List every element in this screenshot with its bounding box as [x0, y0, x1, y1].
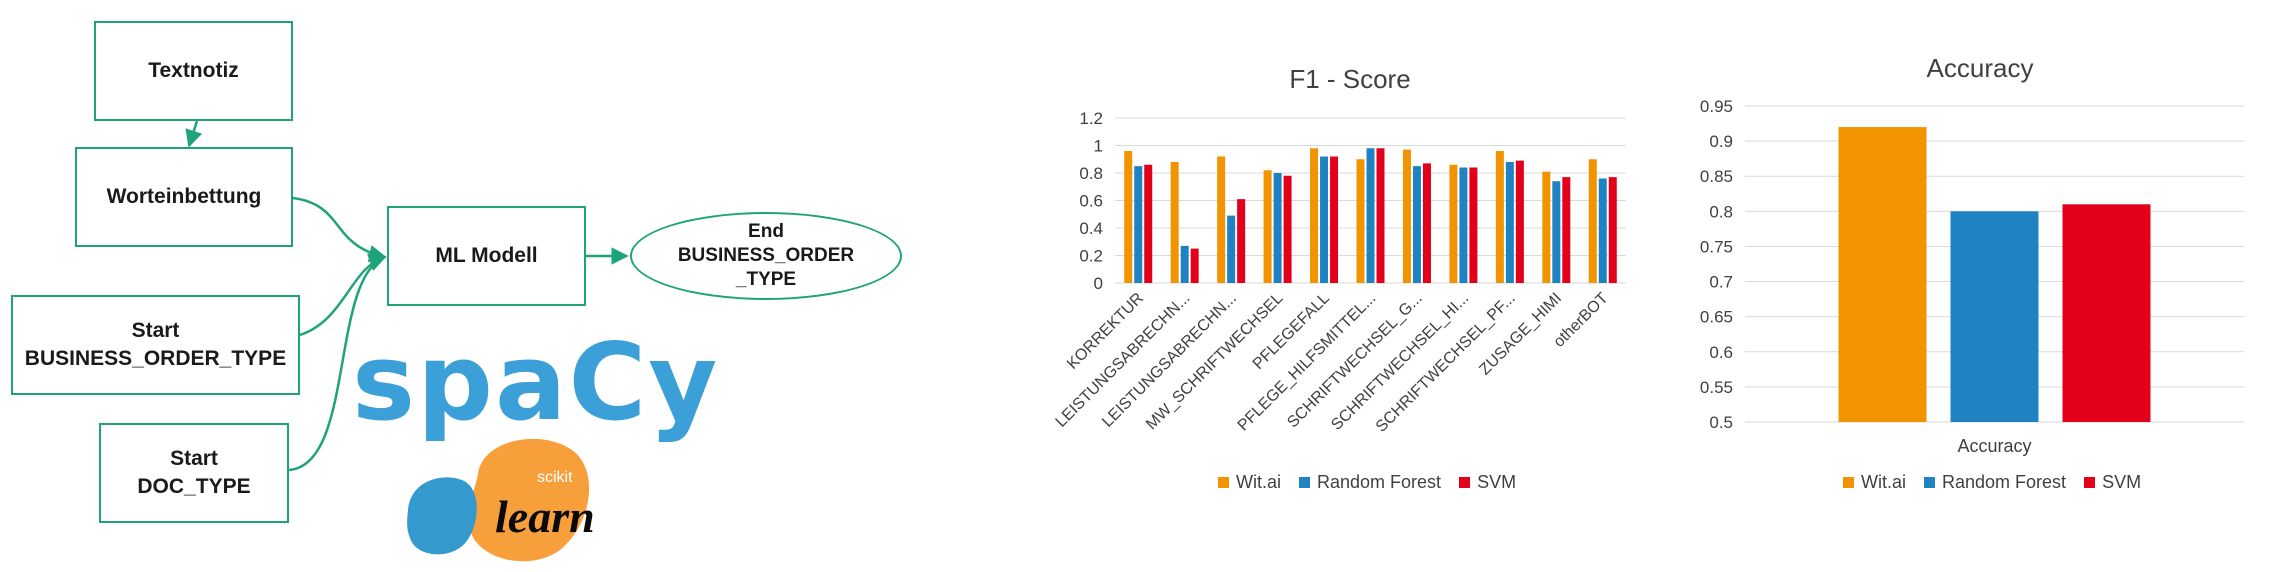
bar-wit-ai [1217, 156, 1226, 283]
edge-startdoc-ml [288, 254, 387, 472]
bar-wit-ai [1402, 149, 1411, 283]
y-tick-label: 1 [1094, 137, 1103, 156]
bar-svm [1376, 148, 1385, 283]
legend-swatch-wit [1218, 477, 1229, 488]
y-tick-label: 1.2 [1079, 109, 1103, 128]
node-start-doc-type: Start DOC_TYPE [99, 423, 289, 523]
f1-legend-wit: Wit.ai [1218, 472, 1281, 493]
svg-text:learn: learn [495, 491, 595, 542]
bar-svm [1608, 177, 1617, 283]
bar-random-forest [1412, 166, 1421, 283]
bar-wit-ai [1495, 151, 1504, 283]
bar-svm [1515, 160, 1524, 283]
bar-wit-ai [1588, 159, 1597, 283]
bar-wit-ai [1310, 148, 1319, 283]
bar-svm [2062, 204, 2151, 422]
x-tick-label: ZUSAGE_HIMI [1476, 290, 1565, 379]
y-tick-label: 0.5 [1709, 413, 1733, 432]
svg-text:scikit: scikit [537, 469, 573, 486]
node-start-business-order-type: Start BUSINESS_ORDER_TYPE [11, 295, 300, 395]
node-end-business-order-type: End BUSINESS_ORDER _TYPE [630, 212, 902, 300]
y-tick-label: 0.75 [1700, 237, 1733, 256]
bar-random-forest [1505, 162, 1514, 283]
f1-legend-svm: SVM [1459, 472, 1516, 493]
acc-legend-rf: Random Forest [1924, 472, 2066, 493]
y-tick-label: 0.8 [1709, 202, 1733, 221]
bar-random-forest [1552, 181, 1561, 283]
bar-svm [1144, 164, 1153, 283]
bar-wit-ai [1356, 159, 1365, 283]
bar-wit-ai [1170, 162, 1179, 283]
f1-score-chart: F1 - Score 0 0.2 0.4 0.6 0.8 1 1.2 KORREKTUR LEIS… [1040, 40, 1680, 480]
bar-wit-ai [1542, 171, 1551, 283]
chart-title: F1 - Score [1289, 64, 1410, 94]
bar-svm [1469, 167, 1478, 283]
bar-random-forest [1598, 178, 1607, 283]
y-tick-label: 0.55 [1700, 378, 1733, 397]
bar-svm [1237, 199, 1246, 283]
acc-legend-wit: Wit.ai [1843, 472, 1906, 493]
bar-wit-ai [1263, 170, 1272, 283]
scikit-learn-logo: scikit learn [407, 438, 595, 562]
bar-random-forest [1459, 167, 1468, 283]
bar-random-forest [1320, 156, 1329, 283]
node-worteinbettung: Worteinbettung [75, 147, 293, 247]
edge-textnotiz-worteinbettung [185, 120, 203, 148]
bar-wit-ai [1449, 164, 1458, 283]
y-tick-label: 0.4 [1079, 219, 1103, 238]
legend-label-rf: Random Forest [1942, 472, 2067, 492]
f1-legend-rf: Random Forest [1299, 472, 1441, 493]
node-textnotiz: Textnotiz [94, 21, 293, 121]
bar-svm [1190, 248, 1199, 283]
spacy-logo: spaCy [352, 321, 720, 444]
accuracy-legend: Wit.ai Random Forest SVM [1843, 472, 2141, 493]
y-tick-label: 0.6 [1079, 192, 1103, 211]
bar-svm [1422, 163, 1431, 283]
y-tick-label: 0.85 [1700, 167, 1733, 186]
bar-svm [1562, 177, 1571, 283]
f1-legend: Wit.ai Random Forest SVM [1218, 472, 1516, 493]
legend-label-svm: SVM [2102, 472, 2142, 492]
legend-swatch-svm [2084, 477, 2096, 488]
bar-random-forest [1180, 245, 1189, 283]
legend-swatch-rf [1924, 477, 1935, 488]
bar-wit-ai [1124, 151, 1133, 283]
bar-wit-ai [1838, 127, 1927, 423]
node-ml-modell: ML Modell [387, 206, 586, 306]
acc-legend-svm: SVM [2084, 472, 2141, 493]
chart-title: Accuracy [1927, 53, 2034, 83]
bar-random-forest [1366, 148, 1375, 283]
legend-label-rf: Random Forest [1317, 472, 1442, 492]
bar-svm [1330, 156, 1339, 283]
bar-svm [1283, 175, 1292, 283]
bar-random-forest [1134, 166, 1143, 283]
legend-swatch-rf [1299, 477, 1310, 488]
y-tick-label: 0.95 [1700, 97, 1733, 116]
edge-worteinbettung-ml [292, 196, 387, 263]
bar-random-forest [1950, 211, 2039, 422]
y-tick-label: 0.8 [1079, 164, 1103, 183]
legend-label-wit: Wit.ai [1236, 472, 1281, 492]
legend-label-svm: SVM [1477, 472, 1517, 492]
y-tick-label: 0.9 [1709, 132, 1733, 151]
y-tick-label: 0 [1094, 274, 1103, 293]
legend-swatch-wit [1843, 477, 1854, 488]
y-tick-label: 0.65 [1700, 308, 1733, 327]
f1-score-svg: F1 - Score00.20.40.60.811.2KORREKTURLEIS… [1053, 64, 1626, 436]
y-tick-label: 0.2 [1079, 247, 1103, 266]
y-tick-label: 0.7 [1709, 273, 1733, 292]
legend-swatch-svm [1459, 477, 1471, 488]
accuracy-chart: Accuracy 0.5 0.55 0.6 0.65 0.7 0.75 0.8 0.85 0.9 0… [1680, 40, 2269, 480]
bar-random-forest [1227, 215, 1236, 283]
accuracy-svg: Accuracy 0.5 0.55 0.6 0.65 0.7 0.75 0.8 0.85 0.9 0… [1700, 53, 2244, 456]
bar-random-forest [1273, 173, 1282, 283]
x-tick-label: Accuracy [1957, 436, 2031, 456]
legend-label-wit: Wit.ai [1861, 472, 1906, 492]
y-tick-label: 0.6 [1709, 343, 1733, 362]
